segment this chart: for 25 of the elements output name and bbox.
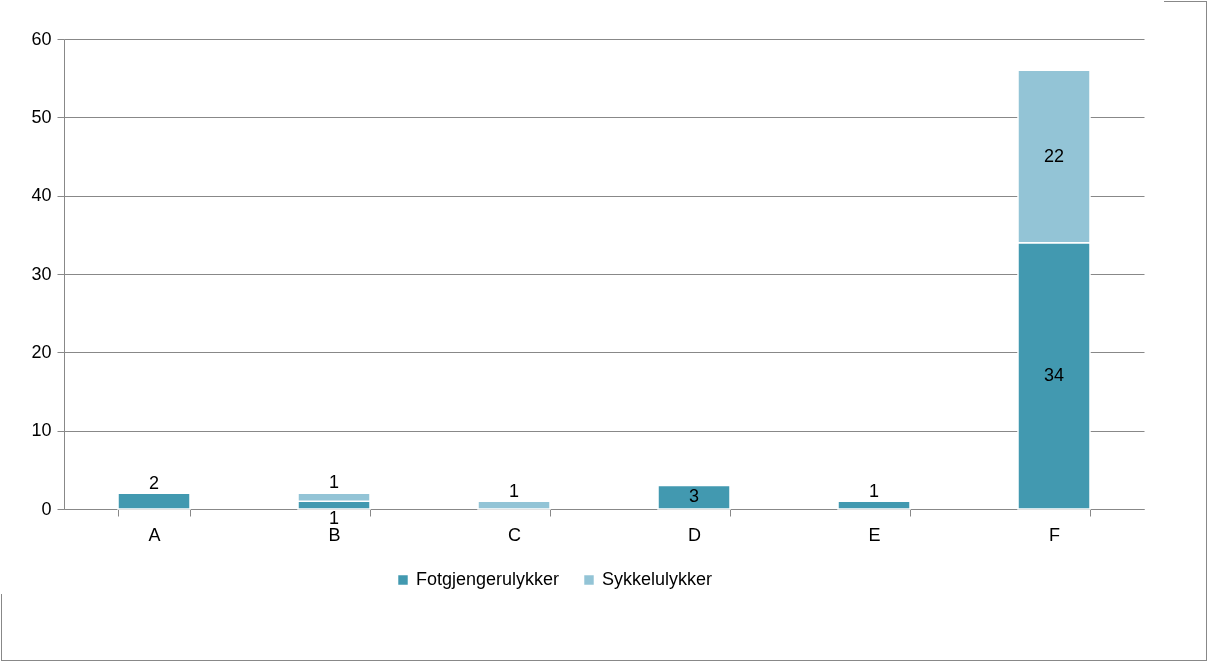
x-tick-label: A — [148, 524, 161, 545]
x-tick-label: E — [868, 524, 881, 545]
bar — [117, 492, 191, 510]
bar — [657, 484, 731, 510]
y-tick-label: 10 — [31, 420, 52, 441]
data-label: 1 — [508, 481, 520, 502]
y-tick-label: 0 — [41, 498, 52, 519]
x-tick-label: F — [1049, 524, 1060, 545]
bar — [837, 500, 911, 510]
data-label: 2 — [148, 473, 160, 494]
bar — [477, 500, 551, 510]
y-tick-label: 30 — [31, 263, 52, 284]
y-tick-label: 20 — [31, 341, 52, 362]
data-label: 34 — [1043, 364, 1065, 385]
data-label: 22 — [1043, 145, 1065, 166]
x-tick-label: D — [688, 524, 701, 545]
data-label: 1 — [328, 472, 340, 493]
legend-label: Fotgjengerulykker — [416, 569, 560, 589]
data-label: 3 — [688, 486, 700, 507]
y-tick-label: 50 — [31, 106, 52, 127]
legend-label: Sykkelulykker — [602, 569, 713, 589]
y-tick-label: 60 — [31, 28, 52, 49]
data-label: 1 — [868, 481, 880, 502]
y-tick-label: 40 — [31, 185, 52, 206]
x-tick-label: C — [508, 524, 521, 545]
